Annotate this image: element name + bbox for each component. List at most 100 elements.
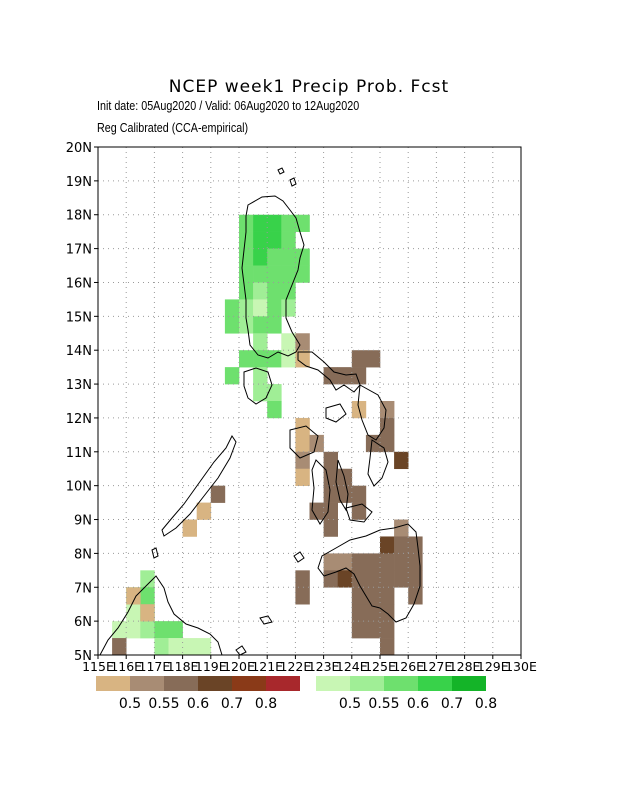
below-normal-prob-cell [323,485,338,503]
below-normal-prob-cell [295,570,310,588]
above-normal-legend-swatch [418,676,452,691]
lat-tick-label: 12N [66,412,92,427]
above-normal-prob-cell [267,384,282,402]
calibration-method-line: Reg Calibrated (CCA-empirical) [97,121,249,135]
above-normal-prob-cell [168,621,183,639]
below-normal-prob-cell [295,350,310,368]
below-normal-prob-cell [337,553,353,571]
below-normal-prob-cell [323,451,338,470]
below-normal-prob-cell [351,604,367,622]
below-normal-prob-cell [309,502,324,520]
below-normal-prob-cell [365,587,381,605]
above-normal-prob-cell [112,621,127,639]
below-normal-prob-cell [295,451,310,470]
above-normal-prob-cell [154,621,169,639]
below-normal-prob-cell [394,570,409,588]
lon-tick-label: 118E [167,659,199,674]
above-normal-prob-cell [281,231,296,249]
below-normal-legend-swatch [96,676,130,691]
above-normal-prob-cell [140,570,155,588]
below-normal-prob-cell [126,587,141,605]
below-normal-prob-cell [309,434,324,453]
above-normal-legend-swatch [316,676,350,691]
below-normal-prob-cell [380,638,395,656]
below-normal-prob-cell [351,553,367,571]
above-normal-prob-cell [239,231,254,249]
above-normal-prob-cell [239,265,254,283]
below-normal-prob-cell [323,570,338,588]
above-normal-legend-swatch [384,676,418,691]
lat-tick-label: 14N [66,344,92,359]
lat-tick-label: 6N [74,615,92,630]
below-normal-prob-cell [351,502,367,520]
below-normal-prob-cell [210,485,226,503]
lon-tick-label: 117E [139,659,171,674]
lat-tick-label: 19N [66,175,92,190]
lat-tick-label: 13N [66,378,92,393]
below-normal-prob-cell [380,536,395,554]
above-normal-prob-cell [281,248,296,266]
below-normal-legend-swatch [198,676,232,691]
above-normal-prob-cell [267,265,282,283]
color-legend: 0.5 0.55 0.6 0.7 0.8 0.5 0.55 0.6 0.7 0.8 [96,676,497,712]
lon-tick-label: 124E [336,659,368,674]
above-normal-prob-cell [267,231,282,249]
lon-tick-label: 125E [364,659,396,674]
below-normal-prob-cell [380,587,395,605]
above-normal-prob-cell [253,214,268,232]
lat-tick-label: 20N [66,141,92,156]
probability-cells [112,214,423,656]
below-normal-prob-cell [351,570,367,588]
above-normal-prob-cell [253,265,268,283]
below-normal-prob-cell [323,519,338,537]
above-normal-prob-cell [281,265,296,283]
below-normal-prob-cell [394,451,409,470]
lon-tick-label: 126E [392,659,424,674]
above-normal-prob-cell [253,384,268,402]
above-normal-legend-swatch [350,676,384,691]
above-normal-prob-cell [253,316,268,334]
below-normal-prob-cell [380,417,395,436]
above-normal-prob-cell [267,316,282,334]
above-normal-prob-cell [182,638,197,656]
below-normal-prob-cell [365,570,381,588]
above-normal-prob-cell [224,299,240,317]
lat-tick-label: 16N [66,276,92,291]
below-normal-prob-cell [295,468,310,486]
above-normal-legend-swatch [452,676,486,691]
lat-tick-label: 11N [66,446,92,461]
coastline [99,167,421,656]
above-normal-prob-cell [267,248,282,266]
below-normal-prob-cell [380,553,395,571]
below-normal-prob-cell [337,570,353,588]
above-normal-prob-cell [224,316,240,334]
above-normal-prob-cell [239,282,254,300]
below-normal-prob-cell [351,350,367,368]
below-normal-prob-cell [365,621,381,639]
below-normal-legend-label: 0.5 [119,696,141,712]
latitude-labels: 5N 6N 7N 8N 9N 10N 11N 12N 13N 14N 15N 16N 17N 18N 19N… [66,141,98,664]
below-normal-prob-cell [337,485,353,503]
above-normal-prob-cell [267,214,282,232]
lon-tick-label: 116E [110,659,142,674]
below-normal-prob-cell [394,536,409,554]
below-normal-legend-label: 0.6 [187,696,209,712]
above-normal-legend-label: 0.8 [475,696,497,712]
above-normal-prob-cell [295,265,310,283]
below-normal-legend-label: 0.7 [221,696,243,712]
lon-tick-label: 119E [195,659,227,674]
init-valid-date-line: Init date: 05Aug2020 / Valid: 06Aug2020 … [97,99,360,113]
lon-tick-label: 115E [82,659,114,674]
below-normal-legend-swatch [164,676,198,691]
lon-tick-label: 121E [251,659,283,674]
above-normal-prob-cell [267,401,282,419]
above-normal-prob-cell [281,214,296,232]
above-normal-prob-cell [281,282,296,300]
above-normal-prob-cell [267,350,282,368]
below-normal-prob-cell [337,468,353,486]
below-normal-prob-cell [112,638,127,656]
above-normal-legend-label: 0.6 [407,696,429,712]
above-normal-legend-label: 0.7 [441,696,463,712]
lon-tick-label: 123E [308,659,340,674]
below-normal-prob-cell [365,553,381,571]
